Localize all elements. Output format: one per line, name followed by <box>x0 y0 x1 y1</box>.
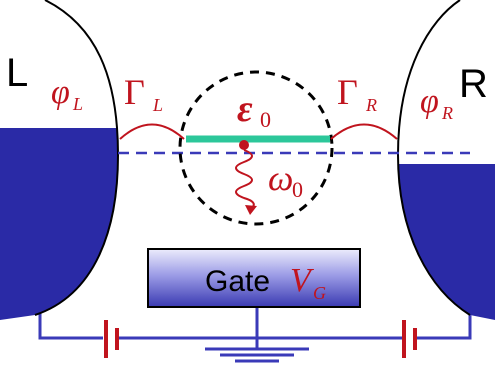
right-lead-label: R <box>459 62 488 106</box>
right-fermi-sea <box>398 164 495 320</box>
gate-voltage-subscript: G <box>313 283 326 303</box>
epsilon-subscript: 0 <box>260 107 271 132</box>
gamma-right-symbol: Γ <box>337 72 358 112</box>
phi-left-symbol: φ <box>51 74 70 111</box>
gamma-left-symbol: Γ <box>124 72 145 112</box>
phi-right-subscript: R <box>441 103 453 123</box>
epsilon-symbol: ε <box>237 88 253 130</box>
gate-box <box>147 248 361 308</box>
arrowhead-icon <box>245 205 257 215</box>
gamma-right-subscript: R <box>365 95 377 115</box>
left-lead <box>0 0 120 320</box>
tunnel-arc-left <box>119 123 185 140</box>
tunnel-arc-right <box>330 123 398 140</box>
left-lead-label: L <box>6 51 28 95</box>
phi-right-symbol: φ <box>420 83 439 120</box>
omega-symbol: ω <box>268 158 293 198</box>
gamma-left-subscript: L <box>152 95 163 115</box>
phi-left-subscript: L <box>72 94 83 114</box>
battery-right <box>402 320 417 358</box>
ground-icon <box>205 347 309 363</box>
right-lead <box>396 0 495 320</box>
gate-label: Gate <box>205 265 270 298</box>
electron-dot <box>239 140 249 150</box>
battery-left <box>104 320 119 358</box>
quantum-dot <box>178 70 334 226</box>
omega-subscript: 0 <box>292 177 303 202</box>
photon-wave-icon <box>235 149 255 209</box>
